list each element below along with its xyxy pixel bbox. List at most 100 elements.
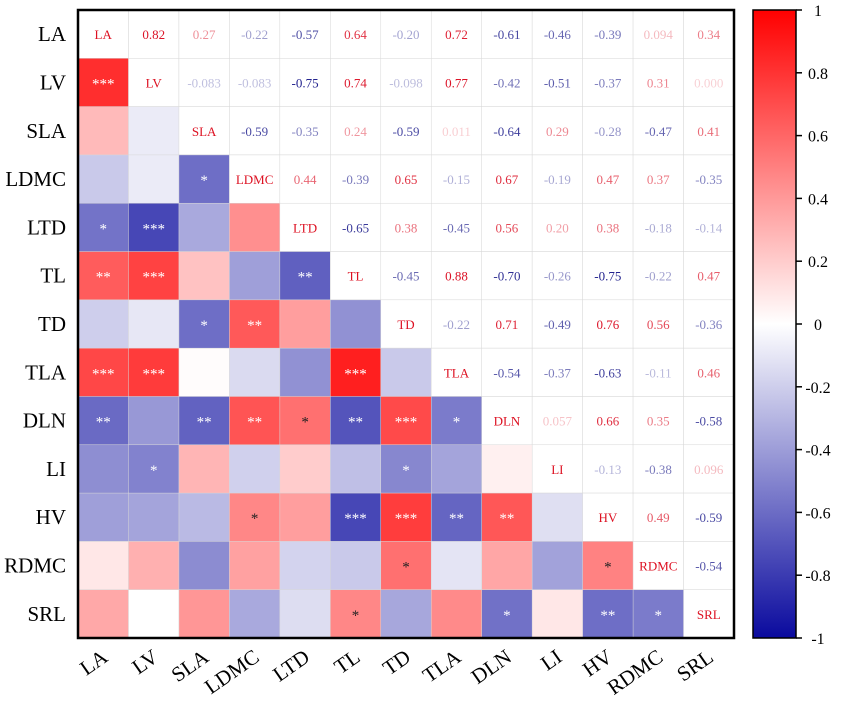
diagonal-label: TLA (444, 365, 470, 380)
significance-mark: *** (395, 415, 418, 431)
row-label-tla: TLA (25, 360, 67, 384)
heatmap-cell-srl-rdmc (632, 589, 685, 639)
diagonal-cell (531, 444, 583, 494)
upper-cell (582, 154, 634, 204)
colorbar-tick-label: 0.2 (808, 254, 828, 271)
correlation-value: -0.64 (493, 124, 521, 139)
heatmap-cells (77, 9, 735, 639)
colorbar-tick-label: -0.8 (805, 568, 830, 585)
diagonal-cell (279, 202, 331, 252)
correlation-value: 0.24 (344, 124, 367, 139)
upper-cell (632, 202, 684, 252)
upper-cell (481, 347, 533, 397)
heatmap-cell-srl-ldmc (229, 589, 281, 639)
significance-mark: * (200, 173, 208, 189)
heatmap-cell-rdmc-hv (582, 541, 634, 591)
significance-mark: ** (449, 511, 464, 527)
correlation-value: 0.72 (445, 27, 468, 42)
column-label-ltd: LTD (268, 644, 314, 686)
column-label-li: LI (536, 644, 566, 675)
heatmap-cell-rdmc-lv (128, 541, 180, 591)
diagonal-label: LA (95, 27, 113, 42)
correlation-value: 0.41 (697, 124, 720, 139)
significance-mark: *** (142, 270, 165, 286)
upper-cell (481, 251, 533, 301)
significance-mark: *** (92, 76, 115, 92)
heatmap-cell-hv-lv (128, 492, 180, 542)
upper-cell (330, 154, 382, 204)
correlation-value: 0.65 (395, 172, 418, 187)
correlation-value: 0.64 (344, 27, 367, 42)
diagonal-label: SLA (192, 124, 217, 139)
diagonal-cell (481, 396, 533, 446)
correlation-value: -0.58 (695, 414, 722, 429)
colorbar-tick-label: -0.2 (805, 380, 830, 397)
column-label-dln: DLN (467, 644, 516, 688)
upper-cell (380, 202, 432, 252)
column-label-rdmc: RDMC (603, 644, 667, 699)
colorbar-tick-label: 0.6 (808, 129, 828, 146)
heatmap-cell-td-lv (128, 299, 180, 349)
diagonal-label: LV (146, 75, 163, 90)
correlation-value: -0.18 (645, 220, 672, 235)
diagonal-cell (582, 492, 634, 542)
heatmap-cell-tla-sla (178, 347, 230, 398)
column-label-td: TD (378, 644, 415, 680)
correlation-value: 0.71 (496, 317, 519, 332)
correlation-value: -0.61 (493, 27, 520, 42)
upper-cell (632, 492, 684, 542)
heatmap-cell-tla-ldmc (229, 347, 281, 398)
upper-cell (531, 58, 583, 107)
upper-cell (330, 58, 382, 107)
heatmap-cell-dln-la (77, 396, 130, 446)
heatmap-cell-srl-tl (330, 589, 382, 639)
heatmap-cell-tl-sla (178, 251, 230, 301)
correlation-value: -0.14 (695, 220, 723, 235)
diagonal-label: LDMC (236, 172, 274, 187)
heatmap-cell-td-la (77, 299, 130, 349)
row-label-li: LI (46, 457, 66, 481)
heatmap-cell-hv-ltd (279, 492, 331, 542)
heatmap-cell-li-td (380, 444, 432, 494)
significance-mark: * (99, 221, 107, 237)
significance-mark: * (402, 463, 410, 479)
significance-mark: ** (348, 415, 363, 431)
heatmap-cell-labels: LA 0.82 0.27 -0.22 -0.57 0.64 -0.20 0.72 -0.61 -0… (92, 27, 724, 624)
heatmap-cell-srl-la (77, 589, 130, 639)
heatmap-cell-rdmc-dln (481, 541, 533, 591)
upper-cell (481, 106, 533, 156)
correlation-value: 0.011 (442, 124, 471, 139)
heatmap-cell-tla-td (380, 347, 432, 398)
upper-cell (683, 541, 735, 590)
correlation-value: -0.20 (392, 27, 419, 42)
heatmap-cell-hv-tla (430, 492, 483, 542)
row-label-td: TD (38, 312, 66, 336)
correlation-value: -0.46 (544, 27, 572, 42)
upper-cell (430, 58, 482, 107)
colorbar-tick-label: 0 (814, 317, 822, 334)
correlation-value: 0.49 (647, 510, 670, 525)
diagonal-cell (128, 58, 180, 107)
significance-mark: * (453, 415, 461, 431)
correlation-value: 0.20 (546, 220, 569, 235)
correlation-value: -0.28 (594, 124, 621, 139)
heatmap-cell-li-ltd (279, 444, 331, 494)
correlation-value: -0.45 (392, 269, 419, 284)
upper-cell (632, 396, 684, 446)
heatmap-cell-dln-lv (128, 396, 180, 446)
correlation-value: -0.15 (443, 172, 470, 187)
correlation-value: -0.63 (594, 365, 621, 380)
heatmap-cell-li-tl (330, 444, 382, 494)
correlation-value: -0.75 (292, 75, 319, 90)
heatmap-cell-ltd-sla (178, 202, 230, 253)
significance-mark: * (402, 560, 410, 576)
heatmap-cell-tla-tl (330, 347, 382, 398)
upper-cell (481, 202, 533, 252)
row-label-la: LA (38, 22, 67, 46)
correlation-value: -0.54 (695, 559, 723, 574)
diagonal-cell (632, 541, 684, 590)
correlation-value: -0.47 (645, 124, 673, 139)
correlation-value: -0.22 (443, 317, 470, 332)
correlation-value: -0.59 (241, 124, 268, 139)
heatmap-cell-td-sla (178, 299, 230, 349)
